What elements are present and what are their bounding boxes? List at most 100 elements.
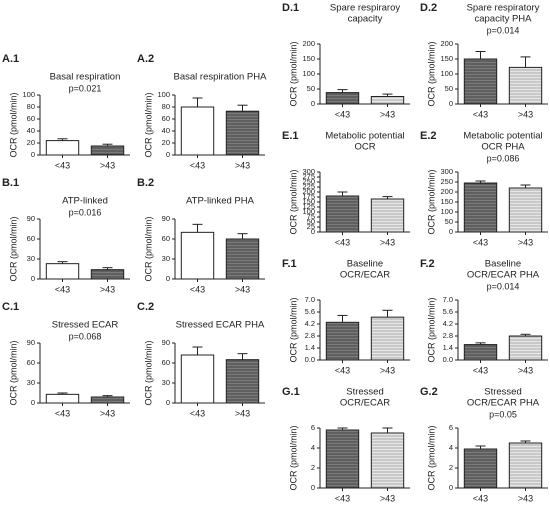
y-tick-label: 200 <box>302 39 315 48</box>
chart-title: Metabolic potential <box>463 131 542 142</box>
chart-title: OCR/ECAR <box>340 270 390 281</box>
x-tick-label: >43 <box>518 109 533 119</box>
y-axis-label: OCR (pmol/min) <box>288 425 298 490</box>
bar <box>90 396 125 404</box>
annotation: p=0.014 <box>487 25 520 35</box>
panel-label: G.2 <box>420 386 438 398</box>
chart-title: Stressed <box>484 387 522 398</box>
panel-label: F.1 <box>282 258 297 270</box>
x-tick-label: >43 <box>100 408 115 418</box>
y-tick-label: 100 <box>440 69 453 78</box>
x-tick-label: >43 <box>380 493 395 503</box>
y-tick-label: 300 <box>440 167 453 176</box>
bar <box>508 187 543 233</box>
y-tick-label: 150 <box>302 197 315 206</box>
y-tick-label: 175 <box>302 192 315 201</box>
y-tick-label: 30 <box>27 254 35 263</box>
y-tick-label: 200 <box>302 187 315 196</box>
y-tick-label: 50 <box>445 84 453 93</box>
chart-title: capacity <box>348 14 383 25</box>
y-tick-label: 2.8 <box>443 331 453 340</box>
bar <box>180 231 215 280</box>
y-tick-label: 0 <box>449 227 453 236</box>
y-tick-label: 200 <box>440 187 453 196</box>
y-tick-label: 75 <box>307 212 315 221</box>
x-tick-label: >43 <box>518 365 533 375</box>
bar <box>45 393 80 404</box>
y-tick-label: 5.6 <box>305 307 315 316</box>
bar <box>225 110 260 156</box>
x-tick-label: >43 <box>380 237 395 247</box>
y-tick-label: 2 <box>311 463 315 472</box>
annotation: p=0.016 <box>69 207 102 217</box>
y-tick-label: 0 <box>311 483 315 492</box>
y-tick-label: 100 <box>157 90 170 99</box>
x-tick-label: >43 <box>100 160 115 170</box>
y-tick-label: 25 <box>307 222 315 231</box>
chart-title: ATP-linked PHA <box>186 196 255 207</box>
bar <box>45 263 80 280</box>
annotation: p=0.068 <box>69 331 102 341</box>
x-tick-label: <43 <box>190 284 205 294</box>
y-tick-label: 100 <box>440 207 453 216</box>
x-tick-label: >43 <box>518 493 533 503</box>
chart-title: OCR/ECAR PHA <box>467 270 540 281</box>
x-tick-label: <43 <box>55 408 70 418</box>
y-axis-label: OCR (pmol/min) <box>8 216 18 281</box>
chart-title: OCR/ECAR PHA <box>467 398 540 409</box>
y-tick-label: 0.0 <box>305 355 315 364</box>
y-tick-label: 30 <box>162 378 170 387</box>
y-axis-label: OCR (pmol/min) <box>143 216 153 281</box>
y-axis-label: OCR (pmol/min) <box>288 297 298 362</box>
y-tick-label: 100 <box>22 90 35 99</box>
bar <box>90 269 125 280</box>
bar <box>225 359 260 404</box>
y-tick-label: 1.4 <box>305 343 315 352</box>
y-tick-label: 90 <box>162 338 170 347</box>
y-tick-label: 60 <box>27 358 35 367</box>
y-tick-label: 0 <box>166 150 170 159</box>
y-tick-label: 2 <box>449 463 453 472</box>
y-tick-label: 50 <box>307 217 315 226</box>
y-tick-label: 150 <box>302 54 315 63</box>
y-tick-label: 20 <box>162 138 170 147</box>
chart-title: Metabolic potential <box>325 131 404 142</box>
bar <box>463 182 498 233</box>
x-tick-label: <43 <box>190 408 205 418</box>
panel-label: E.2 <box>420 130 437 142</box>
x-tick-label: <43 <box>335 109 350 119</box>
y-tick-label: 150 <box>440 197 453 206</box>
chart-title: Stressed ECAR <box>52 320 119 331</box>
annotation: p=0.086 <box>487 153 520 163</box>
annotation: p=0.014 <box>487 281 520 291</box>
panel-label: C.2 <box>137 301 154 313</box>
x-tick-label: >43 <box>235 160 250 170</box>
y-axis-label: OCR (pmol/min) <box>143 92 153 157</box>
x-tick-label: <43 <box>473 493 488 503</box>
y-tick-label: 4.2 <box>305 319 315 328</box>
y-axis-label: OCR (pmol/min) <box>426 425 436 490</box>
bar <box>370 432 405 489</box>
chart-title: capacity PHA <box>474 14 532 25</box>
x-tick-label: <43 <box>55 284 70 294</box>
y-tick-label: 250 <box>302 177 315 186</box>
y-tick-label: 50 <box>445 217 453 226</box>
panel-label: D.1 <box>282 2 299 14</box>
bar <box>325 429 360 489</box>
chart-title: Spare respiratory <box>467 3 540 14</box>
bar <box>180 354 215 404</box>
x-tick-label: <43 <box>335 365 350 375</box>
chart-title: Basal respiration <box>50 72 121 83</box>
x-tick-label: <43 <box>335 493 350 503</box>
y-tick-label: 60 <box>162 234 170 243</box>
y-tick-label: 6 <box>449 423 453 432</box>
x-tick-label: >43 <box>235 284 250 294</box>
y-tick-label: 6 <box>311 423 315 432</box>
y-tick-label: 60 <box>162 114 170 123</box>
bar <box>463 448 498 489</box>
y-tick-label: 0 <box>449 483 453 492</box>
bar <box>508 442 543 489</box>
y-tick-label: 200 <box>440 39 453 48</box>
y-tick-label: 0 <box>31 150 35 159</box>
y-tick-label: 4 <box>449 443 453 452</box>
